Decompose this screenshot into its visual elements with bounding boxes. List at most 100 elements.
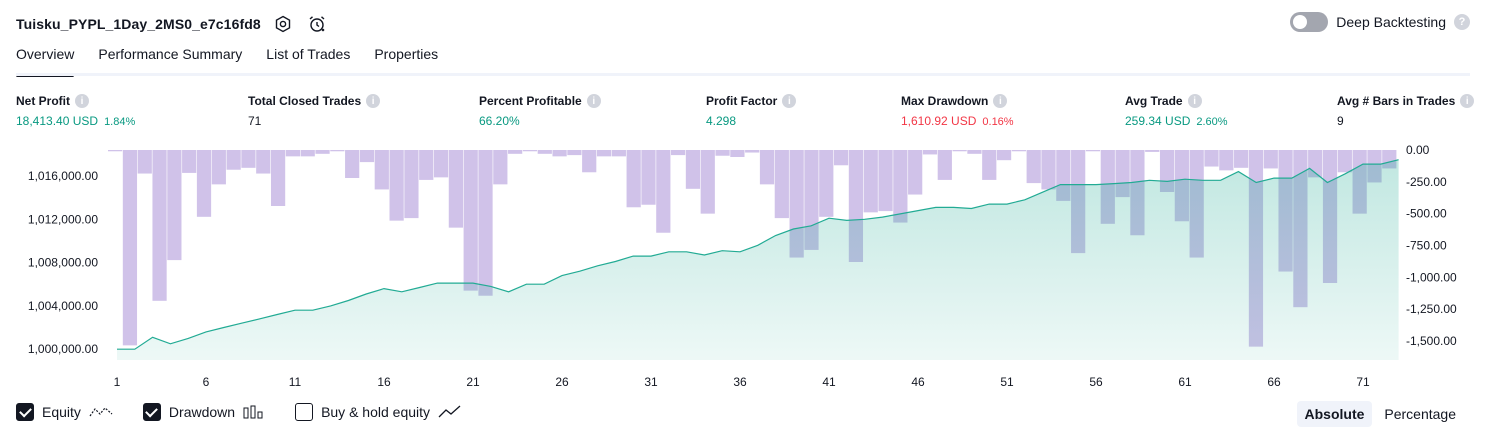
tab-overview[interactable]: Overview (16, 46, 75, 77)
y-right-tick-label: -500.00 (1406, 207, 1447, 221)
drawdown-bar (300, 150, 315, 157)
alarm-clock-icon[interactable] (305, 12, 329, 36)
y-right-tick-label: -250.00 (1406, 175, 1447, 189)
legend-label: Equity (42, 404, 81, 420)
x-tick-label: 26 (555, 375, 569, 389)
stat-max-drawdown: Max Drawdown i 1,610.92 USD 0.16% (901, 93, 1014, 128)
equity-checkbox[interactable] (16, 403, 34, 421)
drawdown-bar (211, 150, 226, 185)
drawdown-bar (508, 150, 523, 154)
absolute-button[interactable]: Absolute (1296, 401, 1373, 427)
stat-total-closed-trades: Total Closed Trades i 71 (248, 93, 381, 128)
stat-net-profit: Net Profit i 18,413.40 USD 1.84% (16, 93, 135, 128)
drawdown-bar (700, 150, 715, 214)
info-icon[interactable]: i (586, 94, 601, 108)
stat-percent: 1.84% (104, 116, 136, 128)
tab-performance-summary[interactable]: Performance Summary (98, 46, 243, 62)
stat-value: 66.20% (479, 114, 520, 128)
drawdown-bar (433, 150, 449, 178)
info-icon[interactable]: i (75, 94, 89, 108)
drawdown-bar (285, 150, 301, 157)
x-tick-label: 41 (822, 375, 836, 389)
drawdown-bar (1085, 150, 1101, 152)
tab-properties[interactable]: Properties (374, 46, 439, 62)
percentage-button[interactable]: Percentage (1384, 406, 1456, 422)
x-tick-label: 46 (911, 375, 925, 389)
stat-value: 18,413.40 USD (16, 114, 99, 128)
drawdown-bar (463, 150, 478, 291)
y-right-tick-label: 0.00 (1406, 143, 1430, 157)
stat-label: Max Drawdown (901, 94, 989, 108)
report-header: Tuisku_PYPL_1Day_2MS0_e7c16fd8 (16, 10, 329, 38)
drawdown-bar (1219, 150, 1234, 171)
drawdown-bar (937, 150, 952, 180)
x-tick-label: 71 (1356, 375, 1370, 389)
strategy-name: Tuisku_PYPL_1Day_2MS0_e7c16fd8 (16, 16, 261, 32)
drawdown-bar (122, 150, 138, 346)
x-tick-label: 21 (466, 375, 480, 389)
settings-icon[interactable] (271, 12, 295, 36)
y-left-tick-label: 1,004,000.00 (28, 299, 98, 313)
x-tick-label: 1 (114, 375, 121, 389)
buy-hold-line-icon (438, 405, 461, 418)
help-icon[interactable]: ? (1454, 14, 1470, 30)
y-left-tick-label: 1,000,000.00 (28, 342, 98, 356)
drawdown-checkbox[interactable] (142, 403, 161, 421)
stat-label: Net Profit (16, 94, 70, 108)
equity-drawdown-chart: 1,000,000.00 1,004,000.00 1,008,000.00 1,01… (28, 143, 1457, 389)
equity-area (117, 159, 1399, 360)
info-icon[interactable]: i (993, 94, 1008, 108)
stat-label: Avg Trade (1125, 94, 1183, 108)
tab-list-of-trades[interactable]: List of Trades (266, 46, 351, 62)
stat-value: 9 (1337, 114, 1344, 128)
drawdown-bar (537, 150, 552, 154)
info-icon[interactable]: i (1460, 94, 1475, 108)
drawdown-bar (270, 150, 286, 206)
drawdown-bar (137, 150, 152, 174)
legend-equity[interactable]: Equity (16, 403, 113, 421)
stat-percent: 0.16% (982, 116, 1014, 128)
stat-value: 71 (248, 114, 262, 128)
drawdown-bar (715, 150, 730, 156)
legend-buy-hold-equity[interactable]: Buy & hold equity (295, 403, 462, 421)
drawdown-bar (1204, 150, 1219, 167)
legend-label: Buy & hold equity (321, 404, 431, 420)
y-right-tick-label: -1,000.00 (1406, 270, 1457, 284)
x-tick-label: 31 (644, 375, 658, 389)
stat-label: Avg # Bars in Trades (1337, 94, 1456, 108)
unit-switch: Absolute Percentage (1296, 401, 1465, 427)
drawdown-bar (359, 150, 375, 163)
drawdown-bar (863, 150, 878, 213)
drawdown-bar (745, 150, 760, 153)
report-tabs: Overview Performance Summary List of Tra… (16, 46, 439, 77)
drawdown-bar (1011, 150, 1026, 152)
y-right-tick-label: -1,250.00 (1406, 302, 1457, 316)
drawdown-bar (982, 150, 997, 180)
info-icon[interactable]: i (782, 94, 797, 108)
stat-label: Percent Profitable (479, 94, 582, 108)
y-right-tick-label: -1,500.00 (1406, 334, 1457, 348)
buy-hold-checkbox[interactable] (295, 403, 314, 421)
stat-value: 259.34 USD (1125, 114, 1191, 128)
info-icon[interactable]: i (366, 94, 381, 108)
drawdown-bar (1145, 150, 1160, 152)
drawdown-bar (819, 150, 834, 217)
drawdown-bar (952, 150, 967, 152)
drawdown-bar (922, 150, 938, 155)
x-tick-label: 66 (1267, 375, 1281, 389)
drawdown-bar (774, 150, 789, 219)
x-tick-label: 11 (289, 375, 302, 389)
drawdown-bar (996, 150, 1012, 161)
drawdown-bar (611, 150, 626, 157)
drawdown-bar (893, 150, 908, 223)
drawdown-bar (330, 150, 345, 152)
deep-backtesting-toggle[interactable] (1290, 12, 1329, 32)
x-tick-label: 36 (733, 375, 747, 389)
drawdown-bar (167, 150, 182, 261)
y-left-tick-label: 1,008,000.00 (28, 256, 98, 270)
y-left-tick-label: 1,016,000.00 (28, 169, 98, 183)
drawdown-bars-icon (243, 405, 263, 419)
drawdown-bar (567, 150, 582, 156)
info-icon[interactable]: i (1187, 94, 1202, 108)
legend-drawdown[interactable]: Drawdown (142, 403, 265, 421)
